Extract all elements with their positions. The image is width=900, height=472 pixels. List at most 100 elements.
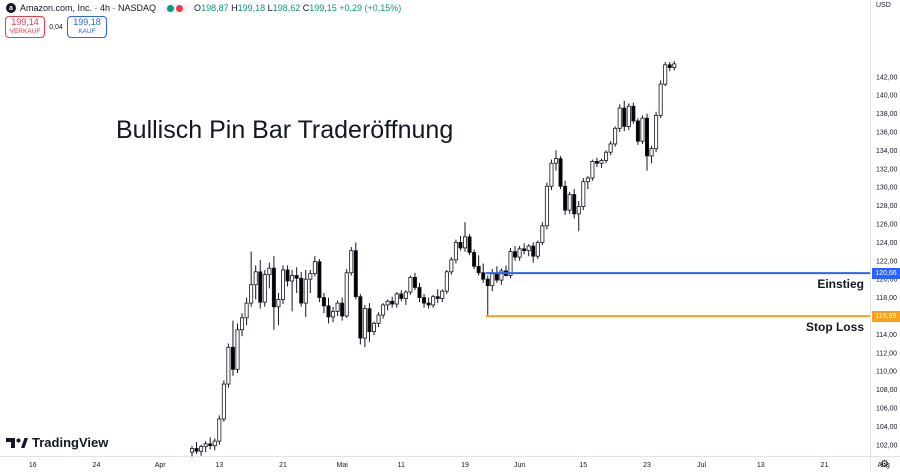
candle — [326, 297, 331, 324]
status-pill[interactable] — [164, 3, 189, 13]
candle — [567, 191, 572, 214]
candle-body — [340, 302, 345, 317]
candle-body — [203, 443, 208, 448]
candle-body — [604, 151, 609, 161]
candle-body — [285, 269, 290, 282]
open-value: 198,87 — [201, 3, 229, 13]
candle-body — [535, 241, 540, 257]
candle — [594, 157, 599, 167]
close-key: C — [302, 3, 310, 13]
sell-label: VERKAUF — [9, 28, 41, 35]
candle-body — [531, 245, 536, 257]
low-value: 198,62 — [272, 3, 301, 13]
candle-body — [544, 185, 549, 227]
price-tick-label: 102,00 — [876, 442, 898, 449]
candle-body — [554, 158, 559, 164]
time-tick-label: Jun — [514, 462, 525, 469]
candle — [499, 268, 504, 285]
candle-body — [390, 300, 395, 305]
currency-label[interactable]: USD — [876, 2, 891, 9]
candle-body — [381, 304, 386, 316]
candle — [626, 103, 631, 131]
price-tick-label: 112,00 — [876, 350, 897, 357]
sell-price: 199,14 — [11, 17, 39, 27]
candle-body — [431, 296, 436, 306]
price-tick-label: 120,00 — [876, 277, 898, 284]
candle-body — [458, 241, 463, 249]
price-tick-label: 134,00 — [876, 148, 898, 155]
candle — [635, 118, 640, 145]
tradingview-logo[interactable]: TradingView — [6, 435, 108, 450]
time-tick-label: 21 — [821, 462, 829, 469]
candle-body — [417, 287, 422, 298]
candle — [558, 155, 563, 190]
candle — [244, 297, 249, 326]
candle-body — [594, 161, 599, 164]
candle — [494, 266, 499, 283]
candle-body — [581, 181, 586, 207]
candle — [390, 296, 395, 308]
candle-body — [576, 206, 581, 215]
candle-body — [499, 270, 504, 281]
candle — [276, 292, 281, 326]
candle — [221, 380, 226, 422]
candle — [522, 243, 527, 255]
candle-body — [444, 271, 449, 292]
candle-body — [672, 63, 677, 68]
candle — [412, 272, 417, 291]
symbol-title[interactable]: Amazon.com, Inc. · 4h · NASDAQ — [20, 3, 157, 13]
time-tick-label: Apr — [155, 462, 167, 469]
candle-body — [331, 310, 336, 318]
candle — [353, 242, 358, 300]
candle — [576, 200, 581, 232]
candle — [622, 100, 627, 132]
candle-body — [449, 259, 454, 273]
candle — [340, 297, 345, 321]
candle — [417, 282, 422, 303]
sell-button[interactable]: 199,14 VERKAUF — [5, 16, 45, 38]
candle-body — [294, 275, 299, 279]
price-tick-label: 142,00 — [876, 74, 898, 81]
time-tick-label: 23 — [643, 462, 651, 469]
candle-body — [271, 267, 276, 308]
candle — [290, 269, 295, 312]
candle — [331, 306, 336, 323]
candle — [426, 297, 431, 309]
candle-body — [476, 265, 481, 274]
spread-value: 0,04 — [49, 23, 63, 31]
candle-body — [481, 272, 486, 280]
candle-body — [563, 185, 568, 211]
time-tick-label: Mai — [337, 462, 349, 469]
candle — [472, 249, 477, 270]
candle — [613, 126, 618, 147]
candle — [280, 265, 285, 305]
candle — [440, 289, 445, 303]
candle-body — [249, 284, 254, 304]
candle-body — [276, 299, 281, 308]
candle-body — [599, 160, 604, 164]
price-tick-label: 130,00 — [876, 185, 898, 192]
candle-body — [426, 302, 431, 306]
price-tick-label: 122,00 — [876, 258, 898, 265]
candle-body — [608, 143, 613, 153]
candle-body — [199, 446, 204, 452]
candle-body — [526, 245, 531, 252]
candle — [453, 239, 458, 264]
candle — [535, 240, 540, 259]
candle-body — [367, 308, 372, 333]
candle — [435, 289, 440, 304]
candle — [258, 259, 263, 309]
candle — [599, 158, 604, 168]
time-tick-label: 24 — [93, 462, 101, 469]
price-tick-label: 140,00 — [876, 93, 898, 100]
candle — [399, 290, 404, 302]
gear-icon[interactable]: ⚙ — [880, 459, 889, 470]
candle — [517, 246, 522, 261]
buy-label: KAUF — [78, 28, 96, 35]
candle-body — [440, 290, 445, 299]
buy-button[interactable]: 199,18 KAUF — [67, 16, 107, 38]
candle — [358, 293, 363, 345]
high-value: 199,18 — [237, 3, 266, 13]
candle — [481, 263, 486, 283]
